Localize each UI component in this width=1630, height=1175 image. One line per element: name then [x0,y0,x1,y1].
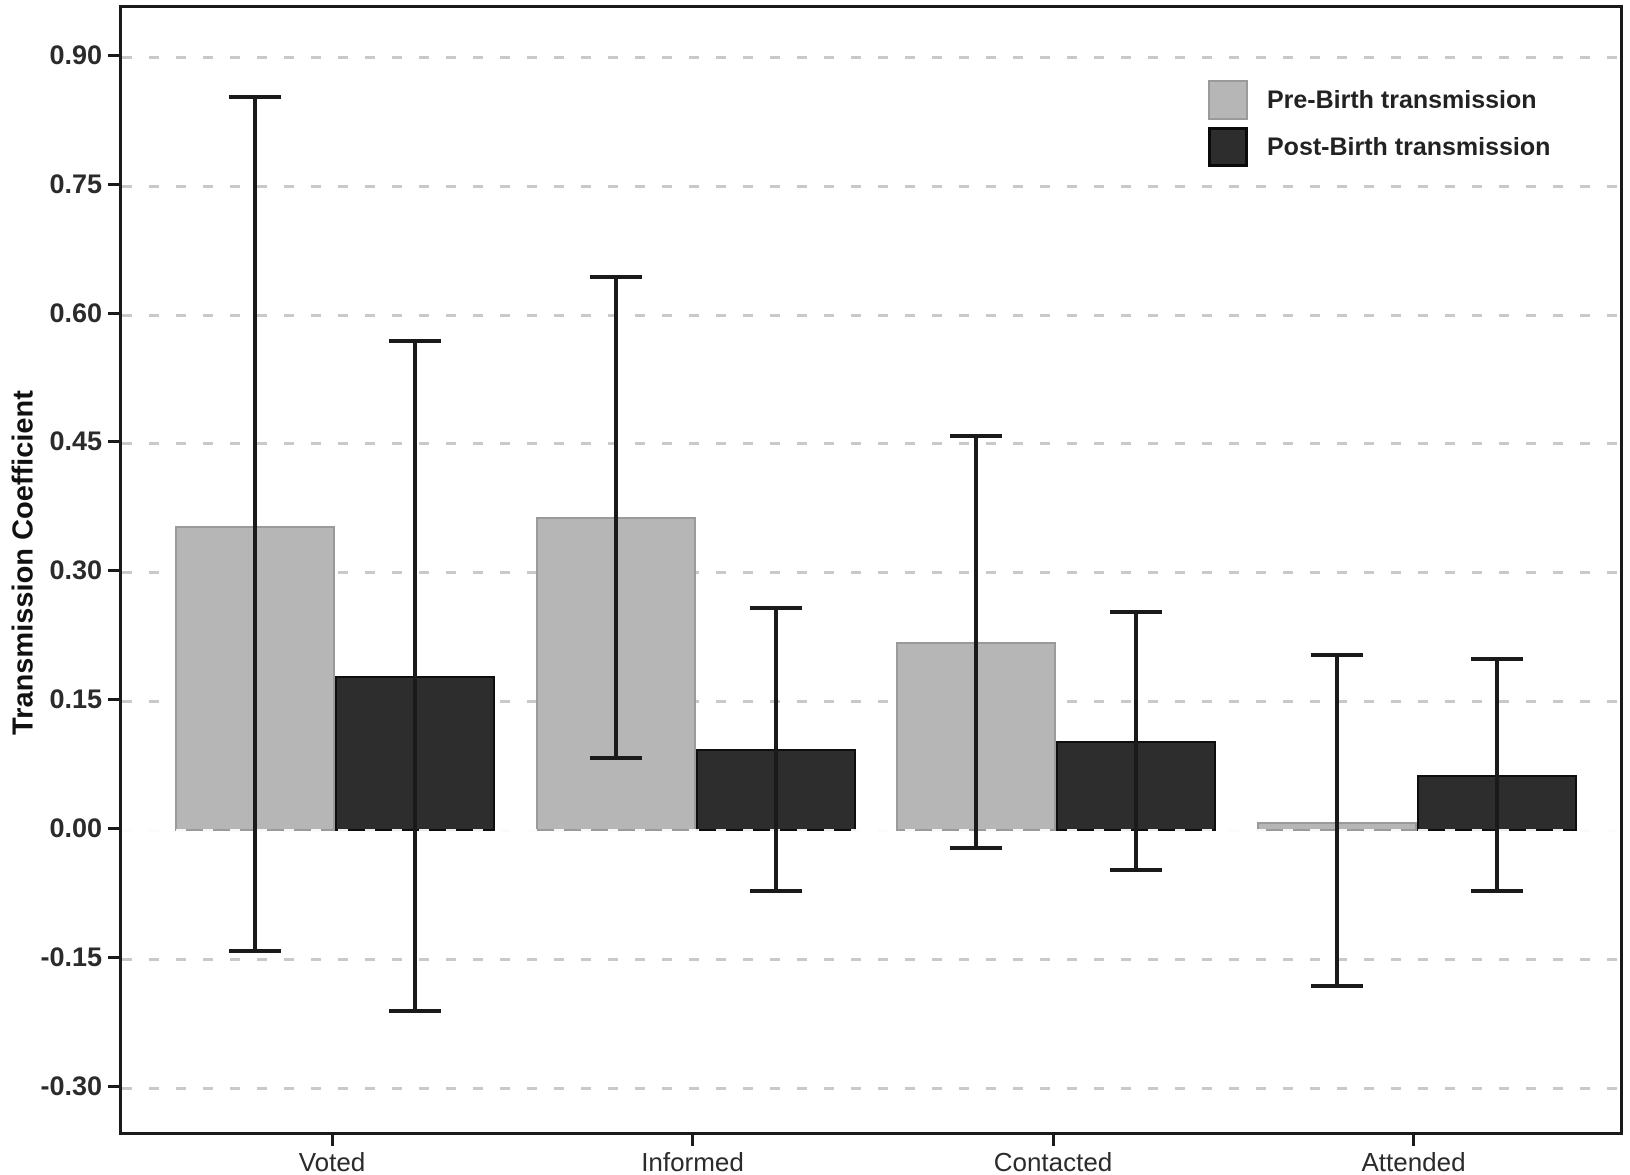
error-bar-cap-bottom [950,846,1002,851]
error-bar-cap-top [1470,657,1523,662]
y-axis-tick [108,1084,119,1088]
gridline [122,55,1620,59]
y-axis-tick [108,53,119,57]
y-axis-tick [108,311,119,315]
y-tick-label: 0.45 [49,426,102,457]
zero-baseline-overlay [122,829,1620,832]
y-tick-label: -0.30 [40,1070,102,1101]
error-bar-cap-bottom [1310,983,1363,988]
legend-label-pre-birth: Pre-Birth transmission [1267,85,1537,114]
legend: Pre-Birth transmission Post-Birth transm… [1208,80,1550,174]
gridline [122,571,1620,575]
x-axis-tick [330,1135,334,1146]
error-bar-cap-top [950,433,1002,438]
y-axis-tick [108,827,119,830]
error-bar-cap-bottom [1110,867,1162,872]
gridline [122,1086,1620,1090]
error-bar-cap-top [229,94,281,99]
error-bar-cap-top [589,274,642,279]
legend-label-post-birth: Post-Birth transmission [1267,132,1551,161]
y-tick-label: 0.15 [49,684,102,715]
error-bar-cap-bottom [589,755,642,760]
y-tick-label: 0.60 [49,297,102,328]
gridline [122,313,1620,317]
plot-panel: Pre-Birth transmission Post-Birth transm… [119,5,1623,1135]
gridline [122,184,1620,188]
legend-swatch-pre-birth [1208,80,1248,120]
error-bar-cap-top [389,339,441,344]
error-bar-cap-top [1310,652,1363,657]
x-category-label: Informed [641,1147,744,1175]
y-tick-label: 0.75 [49,168,102,199]
error-bar-line [253,96,257,952]
error-bar-cap-bottom [389,1009,441,1014]
y-tick-label: 0.90 [49,39,102,70]
x-axis-tick [1051,1135,1055,1146]
error-bar-cap-bottom [1470,889,1523,894]
x-category-label: Attended [1361,1147,1466,1175]
error-bar-line [1134,611,1138,870]
gridline [122,700,1620,704]
legend-item-pre-birth: Pre-Birth transmission [1208,80,1550,120]
y-axis-tick [108,182,119,186]
y-axis-tick [108,955,119,959]
error-bar-cap-bottom [229,949,281,954]
gridline [122,442,1620,446]
y-axis-tick [108,698,119,702]
error-bar-cap-bottom [749,889,802,894]
y-tick-label: 0.30 [49,555,102,586]
x-category-label: Voted [298,1147,366,1175]
y-axis-tick [108,440,119,444]
error-bar-cap-top [749,605,802,610]
gridline [122,957,1620,961]
error-bar-line [773,607,778,892]
y-axis-tick [108,569,119,573]
error-bar-line [1334,654,1339,986]
legend-swatch-post-birth [1208,127,1248,167]
x-category-label: Contacted [993,1147,1113,1175]
error-bar-line [1494,659,1499,892]
legend-item-post-birth: Post-Birth transmission [1208,127,1550,167]
x-axis-tick [1412,1135,1415,1146]
error-bar-cap-top [1110,609,1162,614]
error-bar-line [613,276,618,758]
y-tick-label: 0.00 [49,813,102,843]
x-axis-tick [691,1135,694,1146]
y-tick-label: -0.15 [40,941,102,972]
error-bar-line [413,341,417,1012]
error-bar-line [974,435,978,849]
